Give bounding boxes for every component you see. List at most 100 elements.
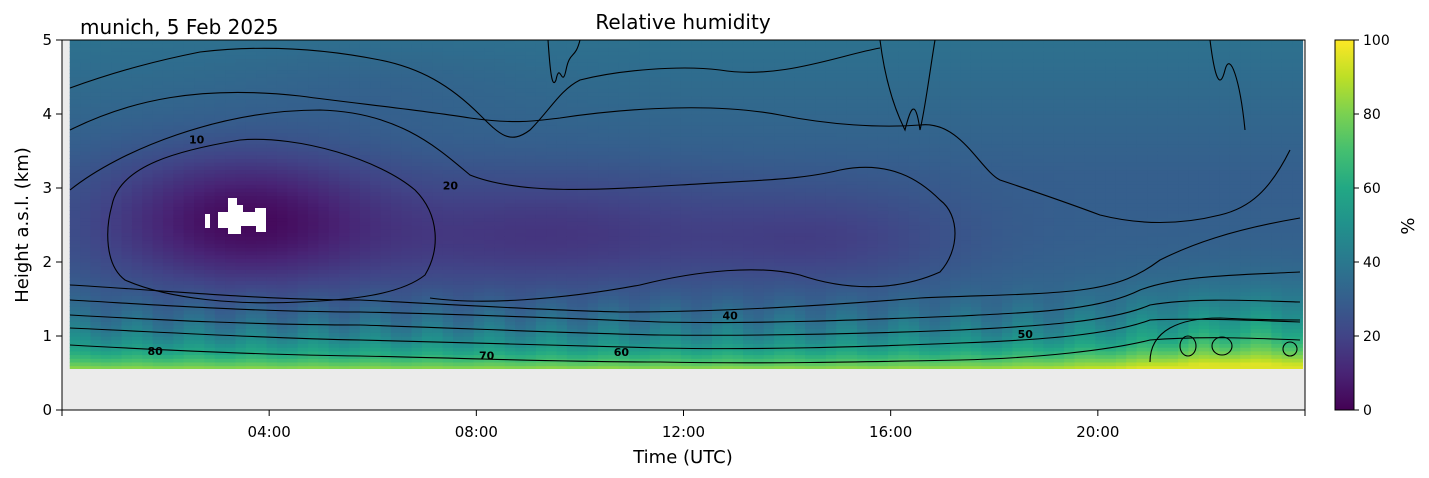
heat-cell [556,143,568,148]
heat-cell [266,102,278,108]
heat-cell [442,80,454,85]
heat-cell [80,324,92,330]
heat-cell [142,284,154,289]
heat-cell [442,265,454,270]
heat-cell [245,365,257,370]
heat-cell [556,154,568,159]
heat-cell [494,117,506,122]
heat-cell [225,58,237,63]
heat-cell [608,158,620,163]
heat-cell [453,184,464,189]
heat-cell [297,106,309,111]
heat-cell [535,302,547,307]
heat-cell [473,165,485,171]
heat-cell [308,114,319,119]
heat-cell [390,117,402,122]
heat-cell [598,284,609,289]
heat-cell [473,302,485,307]
heat-cell [556,51,568,56]
heat-cell [639,302,651,307]
heat-cell [463,73,475,78]
heat-cell [359,254,371,259]
heat-cell [484,165,496,171]
heat-cell [411,143,423,148]
heat-cell [162,247,174,252]
heat-cell [162,206,174,211]
heat-cell [504,247,516,252]
heat-cell [80,276,92,282]
heat-cell [598,69,609,74]
heat-cell [370,199,382,204]
heat-cell [225,162,237,167]
heat-cell [494,69,506,74]
heat-cell [525,321,537,326]
heat-cell [535,221,547,226]
heat-cell [629,361,641,367]
heat-cell [411,65,423,71]
heat-cell [432,106,444,111]
heat-cell [308,80,319,85]
heat-cell [80,99,92,104]
heat-cell [535,51,547,56]
heat-cell [525,99,537,104]
heat-cell [111,84,123,89]
heat-cell [308,324,319,330]
heat-cell [256,132,268,137]
heat-cell [432,173,444,178]
heat-cell [598,184,609,189]
heat-cell [318,58,330,63]
heat-cell [287,65,299,71]
heat-cell [535,306,547,311]
heat-cell [349,147,361,152]
heat-cell [359,199,371,204]
heat-cell [401,84,413,89]
heat-cell [308,273,319,278]
heat-cell [308,176,319,182]
heat-cell [69,265,81,270]
heat-cell [142,128,154,134]
heat-cell [266,324,278,330]
heat-cell [204,254,216,259]
heat-cell [287,188,299,193]
heat-cell [256,58,268,63]
heat-cell [380,69,392,74]
heat-cell [608,88,620,93]
heat-cell [359,313,371,319]
heat-cell [183,43,195,48]
heat-cell [401,99,413,104]
heat-cell [432,95,444,100]
heat-cell [328,258,340,263]
heat-cell [359,280,371,285]
heat-cell [318,306,330,311]
heat-cell [453,206,464,211]
heat-cell [556,324,568,330]
heat-cell [162,195,174,200]
heat-cell [566,247,578,252]
heat-cell [287,265,299,270]
heat-cell [339,232,351,237]
heat-cell [473,358,485,363]
heat-cell [349,254,361,259]
heat-cell [598,117,609,122]
heat-cell [525,284,537,289]
heat-cell [121,136,133,141]
heat-cell [276,143,288,148]
heat-cell [142,332,154,337]
heat-cell [504,273,516,278]
heat-cell [173,284,185,289]
heat-cell [111,110,123,115]
heat-cell [359,339,371,344]
heat-cell [525,206,537,211]
heat-cell [401,328,413,333]
heat-cell [100,250,112,256]
heat-cell [111,287,123,293]
heat-cell [442,84,454,89]
heat-cell [359,43,371,48]
heat-cell [484,84,496,89]
heat-cell [256,151,268,156]
heat-cell [618,40,630,45]
heat-cell [318,95,330,100]
heat-cell [225,151,237,156]
heat-cell [162,180,174,185]
heat-cell [380,265,392,270]
